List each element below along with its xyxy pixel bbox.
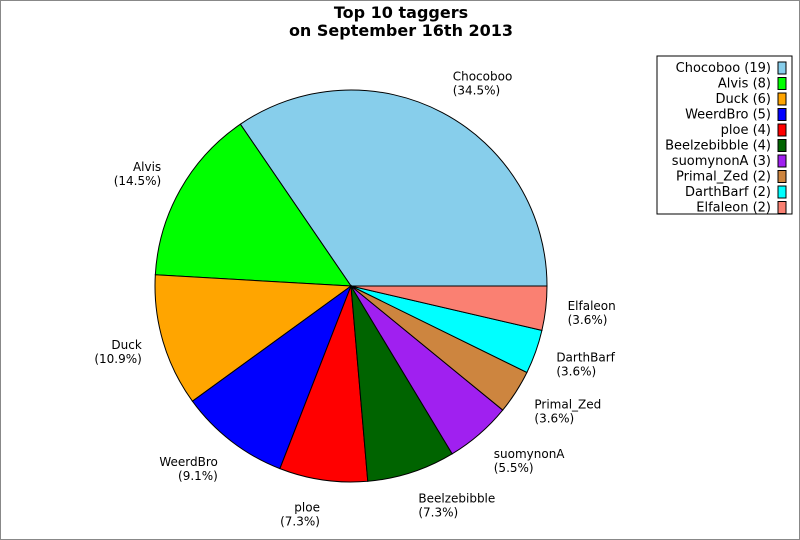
legend-swatch [777, 170, 787, 183]
pie-slice-weerdbro [191, 284, 353, 470]
pie-slice-chocoboo [239, 89, 548, 287]
slice-percent-label: (5.5%) [494, 461, 534, 475]
legend: Chocoboo (19)Alvis (8)Duck (6)WeerdBro (… [656, 55, 793, 216]
legend-label: Beelzebibble (4) [665, 139, 771, 154]
pie-slice-elfaleon [350, 285, 548, 331]
legend-swatch [777, 154, 787, 168]
legend-label: ploe (4) [721, 123, 771, 138]
legend-label: suomynonA (3) [672, 154, 771, 169]
legend-swatch [777, 77, 787, 90]
legend-swatch [777, 61, 787, 75]
slice-percent-label: (3.6%) [556, 364, 596, 378]
slice-label: ploe [294, 501, 320, 515]
chart-title-line-1: Top 10 taggers [334, 3, 468, 22]
slice-label: Duck [111, 338, 141, 352]
legend-box [656, 55, 793, 215]
slice-label: Chocoboo [453, 70, 513, 84]
pie-slice-duck [154, 274, 353, 402]
slice-label: Primal_Zed [534, 397, 601, 411]
slice-percent-label: (7.3%) [280, 515, 320, 529]
slice-percent-label: (7.3%) [418, 506, 458, 520]
legend-label: Alvis (8) [718, 77, 771, 92]
slice-percent-label: (9.1%) [178, 469, 218, 483]
legend-swatch [777, 123, 787, 137]
legend-label: Chocoboo (19) [676, 61, 771, 76]
chart-title-line-2: on September 16th 2013 [289, 21, 513, 40]
legend-label: WeerdBro (5) [685, 108, 771, 123]
slice-label: Alvis [133, 160, 161, 174]
legend-label: Duck (6) [716, 92, 771, 107]
slice-percent-label: (3.6%) [534, 411, 574, 425]
pie-slice-alvis [154, 123, 352, 287]
slice-label: Elfaleon [568, 299, 616, 313]
slice-percent-label: (34.5%) [453, 84, 500, 98]
slice-label: DarthBarf [556, 350, 615, 364]
slice-label: Beelzebibble [418, 492, 495, 506]
slice-label: WeerdBro [159, 455, 218, 469]
slice-percent-label: (14.5%) [114, 174, 161, 188]
legend-swatch [777, 139, 787, 152]
legend-label: Primal_Zed (2) [676, 170, 771, 185]
legend-label: Elfaleon (2) [696, 201, 771, 216]
legend-swatch [777, 92, 787, 106]
slice-label: suomynonA [494, 447, 566, 461]
legend-label: DarthBarf (2) [685, 185, 771, 200]
legend-swatch [777, 185, 787, 199]
slice-percent-label: (3.6%) [568, 313, 608, 327]
slice-percent-label: (10.9%) [94, 352, 141, 366]
legend-swatch [777, 201, 787, 214]
legend-swatch [777, 108, 787, 121]
